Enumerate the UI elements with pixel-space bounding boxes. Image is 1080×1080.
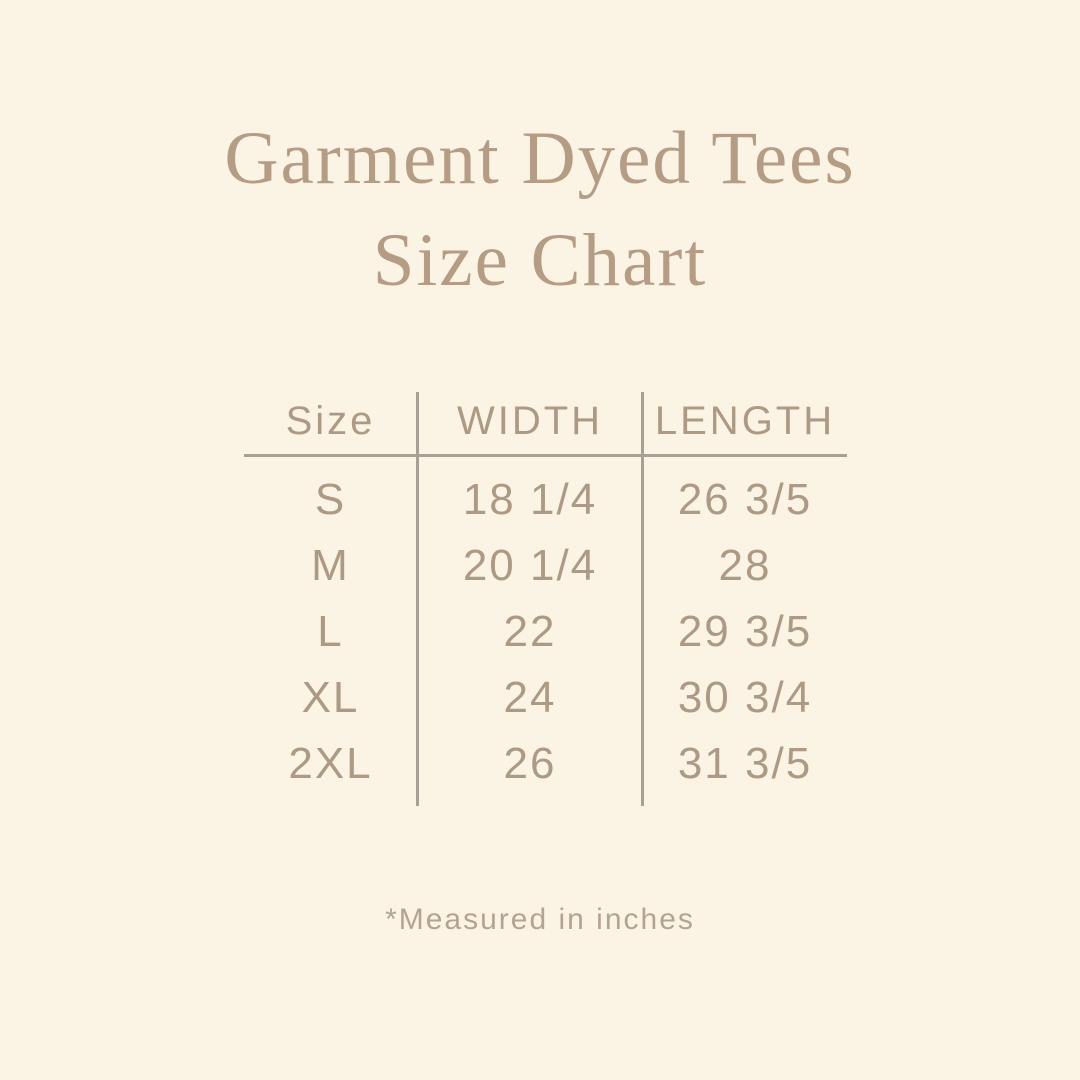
row-2xl-width: 26 bbox=[503, 739, 557, 788]
row-xl-length: 30 3/4 bbox=[677, 673, 813, 722]
column-header-size: Size bbox=[285, 399, 376, 443]
row-2xl-length: 31 3/5 bbox=[677, 739, 813, 788]
size-table: Size WIDTH LENGTH S 18 1/4 26 3/5 M 20 1… bbox=[244, 388, 847, 797]
column-header-length: LENGTH bbox=[654, 399, 836, 443]
row-s-length: 26 3/5 bbox=[677, 475, 813, 524]
row-m-size: M bbox=[311, 541, 350, 590]
row-s-width: 18 1/4 bbox=[462, 475, 598, 524]
row-2xl-size: 2XL bbox=[288, 739, 373, 788]
row-l-width: 22 bbox=[503, 607, 557, 656]
table-divider-horizontal bbox=[244, 454, 847, 457]
page-title: Garment Dyed Tees Size Chart bbox=[0, 108, 1080, 312]
table-divider-vertical-2 bbox=[641, 392, 644, 806]
row-l-size: L bbox=[317, 607, 344, 656]
row-xl-width: 24 bbox=[503, 673, 557, 722]
table-divider-vertical-1 bbox=[416, 392, 419, 806]
row-l-length: 29 3/5 bbox=[677, 607, 813, 656]
row-s-size: S bbox=[314, 475, 347, 524]
column-header-width: WIDTH bbox=[456, 399, 604, 443]
row-xl-size: XL bbox=[301, 673, 360, 722]
title-line-1: Garment Dyed Tees bbox=[224, 117, 856, 200]
row-m-length: 28 bbox=[718, 541, 772, 590]
row-m-width: 20 1/4 bbox=[462, 541, 598, 590]
title-line-2: Size Chart bbox=[372, 219, 708, 302]
measurement-note: *Measured in inches bbox=[385, 903, 695, 936]
